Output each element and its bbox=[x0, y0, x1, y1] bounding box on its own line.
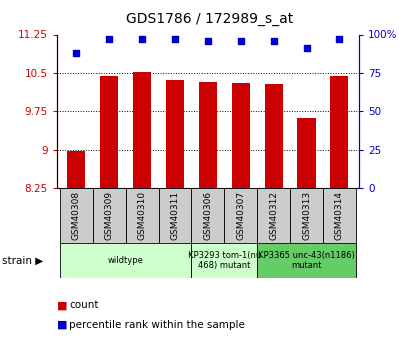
Point bbox=[139, 36, 145, 42]
Bar bbox=[257, 243, 356, 278]
Text: GSM40311: GSM40311 bbox=[171, 191, 179, 240]
Bar bbox=[257, 188, 290, 243]
Bar bbox=[199, 82, 217, 188]
Bar bbox=[290, 188, 323, 243]
Text: GSM40313: GSM40313 bbox=[302, 191, 311, 240]
Text: KP3293 tom-1(nu
468) mutant: KP3293 tom-1(nu 468) mutant bbox=[188, 251, 261, 270]
Bar bbox=[133, 72, 151, 188]
Text: GSM40314: GSM40314 bbox=[335, 191, 344, 240]
Point bbox=[270, 38, 277, 43]
Bar bbox=[60, 188, 93, 243]
Bar bbox=[323, 188, 356, 243]
Bar bbox=[224, 188, 257, 243]
Text: count: count bbox=[69, 300, 99, 310]
Text: GSM40306: GSM40306 bbox=[203, 191, 213, 240]
Text: KP3365 unc-43(n1186)
mutant: KP3365 unc-43(n1186) mutant bbox=[258, 251, 355, 270]
Text: GSM40308: GSM40308 bbox=[72, 191, 81, 240]
Bar bbox=[126, 188, 159, 243]
Point bbox=[237, 38, 244, 43]
Point bbox=[205, 38, 211, 43]
Bar bbox=[192, 188, 224, 243]
Bar bbox=[331, 77, 349, 188]
Text: strain ▶: strain ▶ bbox=[2, 256, 43, 265]
Bar bbox=[100, 77, 118, 188]
Bar bbox=[166, 80, 184, 188]
Bar bbox=[93, 188, 126, 243]
Text: wildtype: wildtype bbox=[108, 256, 144, 265]
Bar bbox=[265, 84, 283, 188]
Bar bbox=[159, 188, 192, 243]
Point bbox=[106, 36, 113, 42]
Text: percentile rank within the sample: percentile rank within the sample bbox=[69, 320, 245, 330]
Text: GSM40312: GSM40312 bbox=[269, 191, 278, 240]
Text: GSM40309: GSM40309 bbox=[105, 191, 114, 240]
Text: GDS1786 / 172989_s_at: GDS1786 / 172989_s_at bbox=[126, 12, 294, 26]
Bar bbox=[67, 151, 85, 188]
Bar bbox=[232, 83, 250, 188]
Point bbox=[73, 50, 80, 56]
Bar bbox=[297, 118, 315, 188]
Point bbox=[336, 36, 343, 42]
Text: GSM40307: GSM40307 bbox=[236, 191, 245, 240]
Text: ■: ■ bbox=[57, 320, 67, 330]
Bar bbox=[60, 243, 192, 278]
Text: GSM40310: GSM40310 bbox=[138, 191, 147, 240]
Text: ■: ■ bbox=[57, 300, 67, 310]
Point bbox=[172, 36, 178, 42]
Bar bbox=[192, 243, 257, 278]
Point bbox=[303, 46, 310, 51]
